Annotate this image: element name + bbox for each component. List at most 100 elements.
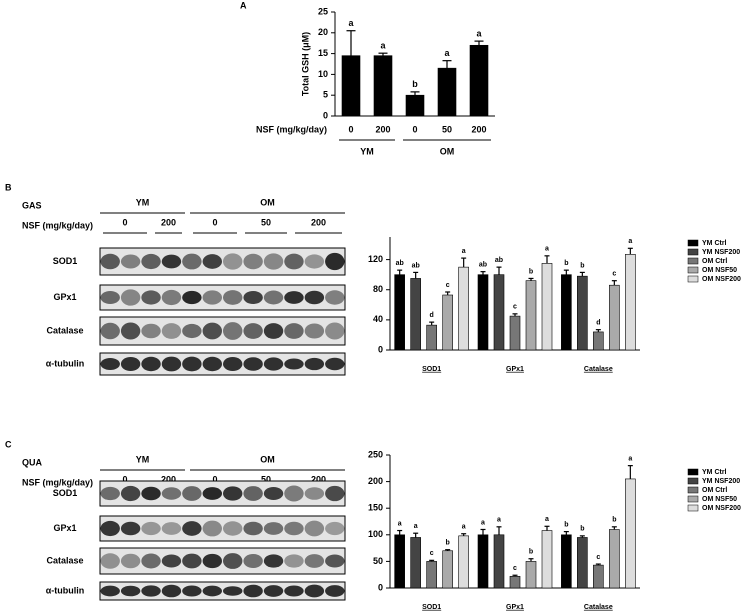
error-bar: [595, 563, 601, 566]
blot-band: [202, 356, 223, 372]
row-label: Catalase: [46, 325, 83, 335]
legend-swatch: [687, 248, 699, 256]
y-tick-label: 50: [373, 556, 383, 566]
legend-label: OM NSF50: [702, 496, 737, 503]
error-bar: [413, 271, 419, 279]
blot-band: [120, 485, 141, 502]
legend-label: OM NSF200: [702, 505, 741, 512]
legend-label: YM NSF200: [702, 249, 740, 256]
tissue-label: QUA: [22, 457, 43, 467]
blot-band: [243, 521, 263, 536]
error-bar: [442, 60, 452, 69]
error-bar: [445, 291, 451, 296]
panel-label: B: [5, 182, 12, 192]
y-tick-label: 200: [368, 476, 383, 486]
x-tick-label: Catalase: [584, 604, 613, 611]
blot-band: [223, 486, 243, 501]
blot-band: [141, 356, 161, 372]
x-tick-label: SOD1: [422, 366, 441, 373]
blot-band: [120, 585, 141, 597]
significance-letter: c: [430, 550, 434, 557]
bar: [525, 280, 537, 351]
blot-band: [284, 585, 304, 597]
blot-band: [284, 358, 304, 370]
y-tick-label: 10: [318, 69, 328, 79]
blot-band: [304, 254, 325, 269]
blot-band: [100, 520, 120, 537]
blot-band: [304, 554, 325, 568]
blot-band: [223, 553, 243, 569]
significance-letter: a: [545, 246, 549, 253]
blot-band: [161, 289, 182, 306]
blot-band: [161, 584, 182, 598]
bar: [509, 575, 521, 589]
significance-letter: a: [444, 48, 450, 58]
blot-strip: [99, 547, 346, 575]
blot-band: [202, 520, 223, 537]
legend-label: YM Ctrl: [702, 240, 727, 247]
blot-band: [182, 356, 202, 372]
blot-band: [284, 485, 304, 502]
blot-band: [263, 554, 284, 568]
bar: [625, 254, 636, 351]
bar: [541, 263, 553, 351]
y-tick-label: 150: [368, 503, 383, 513]
blot-band: [120, 521, 141, 536]
y-tick-label: 15: [318, 48, 328, 58]
group-label: YM: [136, 454, 150, 464]
blot-band: [100, 553, 120, 569]
error-bar: [611, 526, 617, 530]
group-label: YM: [360, 146, 374, 156]
blot-strip: [99, 581, 346, 601]
significance-letter: ab: [495, 257, 503, 264]
legend-swatch: [687, 504, 699, 512]
error-bar: [496, 526, 502, 535]
bar: [469, 44, 489, 117]
group-label: YM: [136, 197, 150, 207]
significance-letter: a: [380, 41, 386, 51]
group-label: OM: [440, 146, 455, 156]
blot-band: [284, 323, 304, 339]
y-tick-label: 0: [378, 344, 383, 354]
error-bar: [579, 271, 585, 277]
blot-band: [304, 487, 325, 500]
significance-letter: ab: [412, 262, 420, 269]
legend-label: OM Ctrl: [702, 258, 727, 265]
error-bar: [595, 329, 601, 332]
blot-band: [325, 554, 345, 568]
error-bar: [429, 321, 435, 326]
blot-band: [325, 290, 345, 305]
significance-letter: a: [628, 455, 632, 462]
error-bar: [563, 269, 569, 275]
significance-letter: a: [348, 18, 354, 28]
bar: [394, 534, 405, 589]
error-bar: [512, 313, 518, 317]
bar: [442, 294, 453, 351]
bar: [561, 534, 572, 589]
blot-band: [141, 253, 161, 270]
blot-band: [202, 254, 223, 269]
bar: [625, 478, 636, 589]
blot-band: [223, 586, 243, 596]
group-label: OM: [260, 197, 275, 207]
legend-swatch: [687, 468, 699, 476]
blot-band: [202, 322, 223, 340]
blot-band: [284, 291, 304, 304]
bar: [477, 274, 489, 351]
blot-strip: [99, 316, 346, 346]
bar: [593, 564, 604, 589]
blot-band: [325, 252, 345, 271]
error-bar: [461, 533, 467, 536]
error-bar: [461, 257, 467, 268]
x-tick-label: Catalase: [584, 366, 613, 373]
row-label: GPx1: [53, 523, 76, 533]
blot-band: [141, 521, 161, 536]
bar: [426, 324, 437, 351]
blot-band: [304, 290, 325, 305]
x-axis-label: NSF (mg/kg/day): [256, 124, 327, 134]
y-tick-label: 80: [373, 284, 383, 294]
blot-band: [325, 485, 345, 502]
error-bar: [627, 465, 633, 479]
blot-band: [182, 253, 202, 270]
x-tick-label: 200: [375, 124, 390, 134]
